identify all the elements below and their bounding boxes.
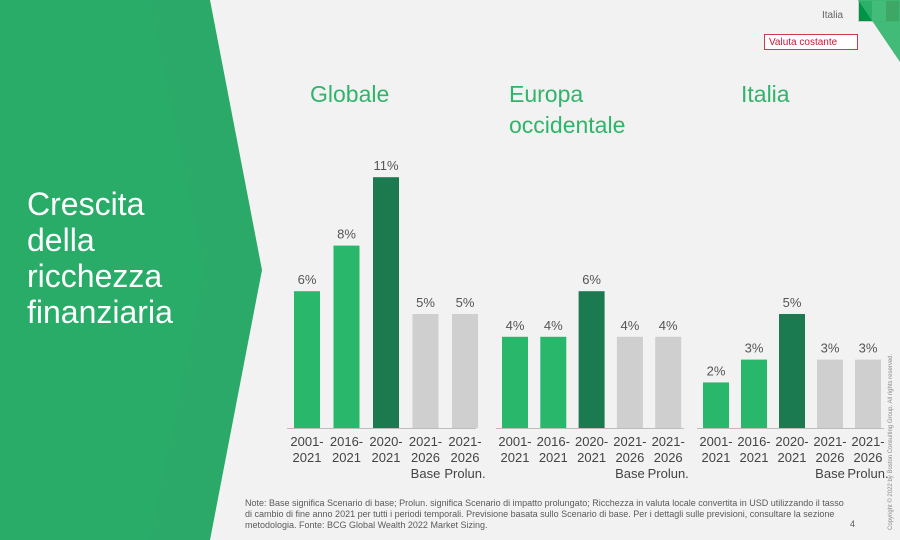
data-label: 4% bbox=[544, 318, 563, 333]
bar bbox=[703, 382, 729, 428]
tick-label: 2001-2021 bbox=[699, 434, 732, 465]
tick-label: 2021-2026 Prolun. bbox=[847, 434, 888, 481]
bar bbox=[412, 314, 439, 428]
tick-label: 2020-2021 bbox=[369, 434, 402, 465]
data-label: 8% bbox=[337, 227, 356, 242]
panel-title-europa: Europa occidentale bbox=[509, 81, 626, 138]
bar bbox=[578, 291, 605, 428]
tick-label: 2021-2026 Prolun. bbox=[444, 434, 485, 481]
tick-label: 2021-2026 Prolun. bbox=[648, 434, 689, 481]
tick-label: 2016-2021 bbox=[330, 434, 363, 465]
currency-badge: Valuta costante bbox=[764, 34, 858, 50]
green-arrow-shape bbox=[0, 0, 262, 540]
bar bbox=[655, 336, 682, 428]
data-label: 4% bbox=[621, 318, 640, 333]
data-label: 11% bbox=[373, 158, 398, 173]
tick-label: 2021-2026 Base bbox=[409, 434, 442, 481]
data-label: 6% bbox=[298, 272, 317, 287]
bar bbox=[817, 359, 843, 428]
bar bbox=[741, 359, 767, 428]
footnote: Note: Base significa Scenario di base; P… bbox=[245, 498, 844, 530]
bar bbox=[452, 314, 478, 428]
page-number: 4 bbox=[850, 519, 856, 529]
bar bbox=[855, 359, 881, 428]
bar bbox=[502, 336, 528, 428]
data-label: 2% bbox=[707, 363, 726, 378]
bar bbox=[333, 245, 360, 428]
copyright-text: Copyright © 2022 by Boston Consulting Gr… bbox=[888, 353, 894, 530]
data-label: 5% bbox=[456, 295, 475, 310]
bar bbox=[540, 336, 567, 428]
data-label: 5% bbox=[416, 295, 435, 310]
data-label: 6% bbox=[582, 272, 601, 287]
tick-label: 2021-2026 Base bbox=[813, 434, 846, 481]
bar bbox=[373, 177, 399, 428]
tick-label: 2001-2021 bbox=[290, 434, 323, 465]
bar bbox=[294, 291, 320, 428]
country-label: Italia bbox=[822, 10, 844, 21]
data-label: 4% bbox=[506, 318, 525, 333]
data-label: 4% bbox=[659, 318, 678, 333]
tick-label: 2016-2021 bbox=[537, 434, 570, 465]
panel-title-globale: Globale bbox=[310, 81, 390, 107]
tick-label: 2020-2021 bbox=[575, 434, 608, 465]
data-label: 3% bbox=[745, 341, 764, 356]
tick-label: 2016-2021 bbox=[737, 434, 770, 465]
slide-title: Crescita della ricchezza finanziaria bbox=[27, 186, 173, 330]
left-title-panel: Crescita della ricchezza finanziaria bbox=[0, 0, 265, 540]
tick-label: 2020-2021 bbox=[775, 434, 808, 465]
tick-label: 2001-2021 bbox=[498, 434, 531, 465]
bar bbox=[616, 336, 643, 428]
bar bbox=[779, 314, 805, 428]
data-label: 3% bbox=[859, 341, 878, 356]
tick-label: 2021-2026 Base bbox=[613, 434, 646, 481]
data-label: 3% bbox=[821, 341, 840, 356]
panel-title-italia: Italia bbox=[741, 81, 790, 107]
data-label: 5% bbox=[783, 295, 802, 310]
